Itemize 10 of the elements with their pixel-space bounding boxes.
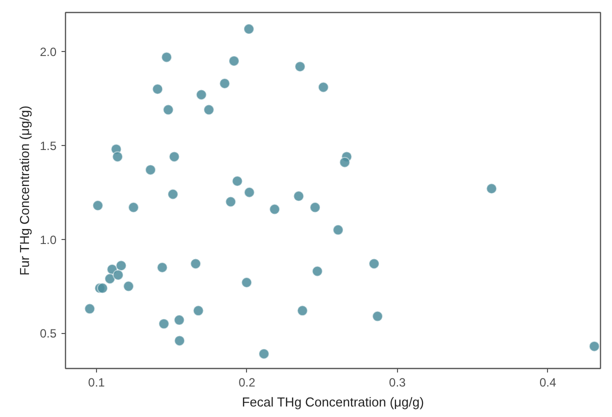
x-tick-label: 0.2 (238, 376, 256, 390)
y-tick-label: 1.5 (40, 138, 57, 153)
y-axis-title: Fur THg Concentration (μg/g) (16, 106, 32, 276)
x-tick-label: 0.4 (540, 376, 557, 390)
y-tick-label: 2.0 (40, 45, 57, 60)
y-tick-label: 1.0 (40, 232, 57, 247)
x-tick-label: 0.3 (389, 376, 406, 390)
x-axis-title: Fecal THg Concentration (μg/g) (242, 394, 424, 410)
y-tick-label: 0.5 (40, 326, 57, 341)
x-tick-label: 0.1 (88, 376, 106, 390)
